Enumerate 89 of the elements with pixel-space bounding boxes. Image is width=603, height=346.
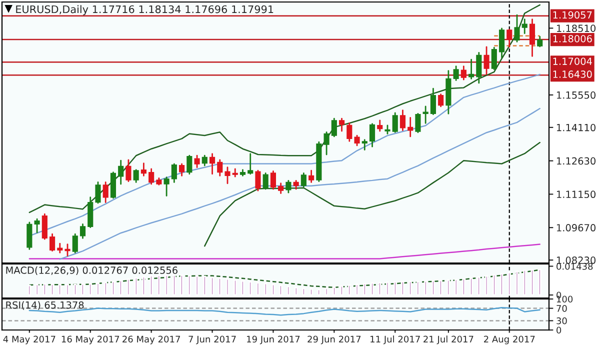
chart-title: RSI(14) 65.1378 [6,301,84,310]
candlestick [72,233,78,254]
candlestick [148,168,154,185]
candlestick [369,123,376,148]
y-tick-label: 0.01438 [556,262,593,270]
ref-line-label: 1.19057 [553,11,592,19]
x-tick-label: 26 May 2017 [122,336,180,344]
x-tick-label: 19 Jun 2017 [247,336,300,344]
x-tick-label: 11 Jul 2017 [370,336,420,344]
candlestick [377,120,383,132]
candlestick [232,168,238,178]
candlestick [262,172,268,190]
candlestick [362,139,368,150]
ref-line-label: 1.16430 [553,70,592,78]
x-tick-label: 16 May 2017 [62,336,120,344]
candlestick [126,159,132,182]
x-tick-label: 21 Jul 2017 [424,336,474,344]
candlestick [57,242,63,254]
candlestick [194,154,200,168]
candlestick [248,153,254,175]
candlestick [514,14,520,42]
candlestick [286,180,292,194]
candlestick [476,52,482,84]
y-tick-label: 30 [556,317,567,324]
x-tick-label: 7 Jun 2017 [188,336,236,344]
y-tick-label: 1.09670 [557,224,596,232]
candlestick [354,134,360,146]
candlestick [80,224,86,239]
candlestick [270,170,276,190]
candlestick [338,118,345,132]
candlestick [34,218,40,234]
y-tick-label: 0 [556,326,562,334]
candlestick [217,159,223,176]
candlestick [522,18,528,34]
candlestick [453,66,459,81]
candlestick [255,170,261,192]
candlestick [49,233,56,252]
ref-line-label: 1.17004 [553,58,592,65]
candlestick [529,18,536,57]
candlestick [300,172,306,188]
candlestick [422,106,428,124]
y-tick-label: 1.08230 [557,256,596,264]
line-series [28,244,540,260]
candlestick [179,163,185,176]
line-series [59,108,540,260]
candlestick [164,176,170,196]
candlestick [408,117,414,138]
candlestick [202,154,208,166]
candlestick [438,94,444,108]
candlestick [460,66,466,80]
y-tick-label: 1.12630 [557,157,596,165]
x-tick-label: 29 Jun 2017 [308,336,361,344]
candlestick [171,163,177,183]
candlestick [278,182,284,194]
y-tick-label: 1.11150 [557,190,596,198]
candlestick [95,182,101,204]
candlestick [118,160,124,185]
y-tick-label: 1.14110 [557,124,596,132]
candlestick [133,169,139,183]
candlestick [415,112,421,134]
y-tick-label: 1.18510 [557,24,596,32]
candlestick [26,222,32,250]
x-tick-label: 4 May 2017 [3,336,56,344]
candlestick [186,154,192,175]
candlestick [324,131,330,156]
candlestick [491,46,497,70]
candlestick [506,28,512,48]
y-tick-label: 70 [556,305,567,312]
x-tick-label: 2 Aug 2017 [484,336,535,344]
candlestick [484,46,490,75]
candlestick [537,36,543,48]
candlestick [102,182,108,204]
candlestick [400,110,406,132]
candlestick [64,244,70,256]
chart-title: EURUSD,Daily 1.17716 1.18134 1.17696 1.17991 [16,5,274,16]
candlestick [308,170,314,183]
candlestick [209,153,216,175]
y-tick-label: 1.15550 [557,91,596,99]
chart-title: MACD(12,26,9) 0.012767 0.012556 [6,266,178,276]
candlestick [498,28,505,58]
candlestick [331,118,337,138]
candlestick [224,166,230,184]
ref-line-label: 1.18006 [553,35,592,42]
candlestick [392,112,398,133]
candlestick [140,162,146,176]
candlestick [430,88,436,116]
line-series [204,142,540,247]
candlestick [42,213,48,240]
candlestick [346,122,352,142]
